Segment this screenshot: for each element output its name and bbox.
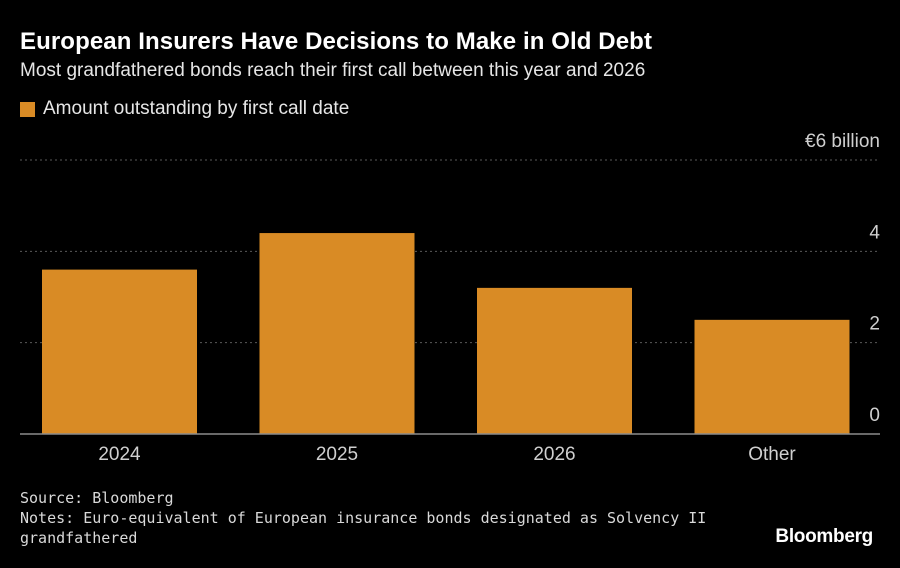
- chart-subtitle: Most grandfathered bonds reach their fir…: [20, 60, 646, 81]
- x-tick-label: 2025: [316, 444, 358, 465]
- chart-title: European Insurers Have Decisions to Make…: [20, 28, 653, 55]
- bloomberg-logo: Bloomberg: [775, 526, 873, 547]
- notes-line-1: Notes: Euro-equivalent of European insur…: [20, 509, 707, 527]
- x-tick-label: 2026: [533, 444, 575, 465]
- bar: [42, 269, 197, 434]
- bar: [477, 287, 632, 434]
- footer: Source: Bloomberg Notes: Euro-equivalent…: [20, 488, 706, 548]
- notes-line-2: grandfathered: [20, 529, 138, 547]
- source-note: Source: Bloomberg: [20, 489, 174, 507]
- y-tick-label: 2: [869, 314, 880, 335]
- y-tick-label: €6 billion: [805, 131, 880, 152]
- y-tick-label: 0: [869, 405, 880, 426]
- y-tick-label: 4: [869, 222, 880, 243]
- legend: Amount outstanding by first call date: [20, 98, 349, 120]
- x-tick-label: Other: [748, 444, 796, 465]
- bar: [259, 233, 415, 434]
- legend-label: Amount outstanding by first call date: [43, 98, 350, 119]
- bar: [694, 319, 850, 434]
- legend-swatch: [20, 101, 35, 117]
- x-tick-label: 2024: [98, 444, 141, 465]
